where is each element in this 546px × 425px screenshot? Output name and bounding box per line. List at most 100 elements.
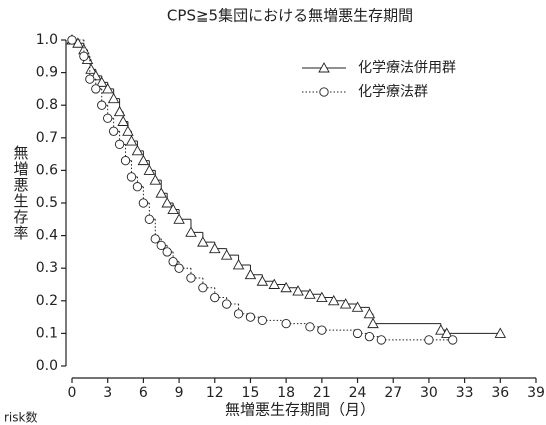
y-axis-label: 無増悪生存率 [12, 145, 30, 241]
x-tick-label: 30 [420, 385, 438, 401]
censor-marker [107, 92, 120, 104]
y-tick-label: 0.3 [36, 260, 58, 276]
x-tick-label: 21 [313, 385, 331, 401]
y-tick-label: 0.4 [36, 228, 58, 244]
censor-marker [304, 288, 316, 299]
x-tick-label: 3 [103, 385, 112, 401]
censor-marker [232, 259, 245, 270]
censor-marker [424, 335, 434, 345]
censor-marker [161, 197, 173, 208]
censor-marker [280, 281, 292, 293]
censor-marker [317, 325, 327, 335]
km-step [178, 261, 191, 269]
censor-marker [441, 327, 453, 338]
km-step [119, 131, 126, 145]
legend-marker [319, 87, 329, 97]
censor-marker [114, 139, 125, 149]
y-tick-label: 0.1 [36, 325, 58, 341]
km-step [380, 336, 429, 341]
y-tick-label: 0.5 [36, 195, 58, 211]
censor-marker [138, 198, 149, 208]
x-tick-label: 33 [456, 385, 474, 401]
censor-marker [210, 292, 220, 303]
censor-marker [167, 203, 179, 214]
censor-marker [256, 275, 269, 286]
y-tick-label: 0.7 [36, 130, 58, 146]
x-tick-label: 6 [139, 385, 148, 401]
km-step [372, 313, 441, 325]
km-step [190, 268, 203, 279]
censor-marker [125, 135, 138, 146]
chart-title: CPS≧5集団における無増悪生存期間 [167, 7, 413, 25]
censor-marker [156, 240, 166, 251]
censor-marker [245, 312, 256, 322]
censor-marker [122, 125, 134, 136]
censor-marker [268, 278, 281, 289]
censor-marker [257, 315, 268, 326]
censor-marker [209, 242, 221, 254]
censor-marker [367, 317, 379, 329]
censor-marker [97, 100, 107, 110]
censor-marker [137, 154, 150, 166]
km-step [113, 118, 120, 132]
censor-marker [305, 322, 315, 332]
censor-marker [149, 174, 162, 185]
km-step [89, 56, 96, 80]
censor-marker [364, 332, 375, 342]
censor-marker [120, 155, 131, 166]
censor-marker [101, 82, 114, 94]
censor-marker [113, 105, 126, 117]
y-tick-label: 0.2 [36, 293, 58, 309]
y-tick-label: 1.0 [36, 32, 58, 48]
censor-marker [220, 249, 233, 260]
censor-marker [222, 299, 232, 309]
censor-marker [281, 318, 291, 329]
y-tick-label: 0.6 [36, 162, 58, 178]
censor-marker [363, 307, 376, 319]
x-tick-label: 36 [491, 385, 509, 401]
censor-marker [186, 273, 196, 283]
censor-marker [339, 298, 352, 309]
censor-marker [85, 63, 97, 74]
censor-marker [327, 294, 340, 306]
censor-marker [117, 115, 129, 126]
censor-marker [233, 309, 244, 319]
x-tick-label: 0 [68, 385, 77, 401]
censor-marker [143, 164, 156, 175]
censor-marker [85, 74, 95, 84]
censor-marker [155, 187, 167, 198]
legend-label: 化学療法群 [358, 83, 428, 100]
km-step [202, 277, 215, 289]
censor-marker [198, 283, 208, 293]
censor-marker [108, 126, 119, 136]
x-tick-label: 12 [206, 385, 224, 401]
censor-marker [91, 84, 101, 94]
censor-marker [494, 327, 507, 338]
censor-marker [144, 214, 154, 224]
censor-marker [352, 328, 363, 339]
censor-marker [448, 335, 458, 345]
legend-label: 化学療法併用群 [358, 59, 456, 76]
censor-marker [150, 234, 160, 244]
km-step [226, 297, 239, 305]
censor-marker [351, 301, 364, 312]
km-step [238, 304, 251, 315]
x-axis-label: 無増悪生存期間（月） [225, 401, 375, 419]
censor-marker [244, 268, 257, 280]
km-step [446, 330, 501, 334]
risk-label: risk数 [4, 410, 37, 425]
km-step [107, 105, 114, 119]
km-step [214, 287, 227, 299]
x-tick-label: 18 [277, 385, 295, 401]
censor-marker [95, 76, 108, 87]
x-tick-label: 15 [242, 385, 260, 401]
km-step [321, 326, 358, 331]
y-tick-label: 0.9 [36, 65, 58, 81]
y-tick-label: 0.8 [36, 97, 58, 113]
x-tick-label: 24 [349, 385, 367, 401]
censor-marker [173, 213, 185, 224]
censor-marker [162, 247, 172, 257]
censor-marker [79, 51, 89, 61]
censor-marker [292, 285, 304, 296]
